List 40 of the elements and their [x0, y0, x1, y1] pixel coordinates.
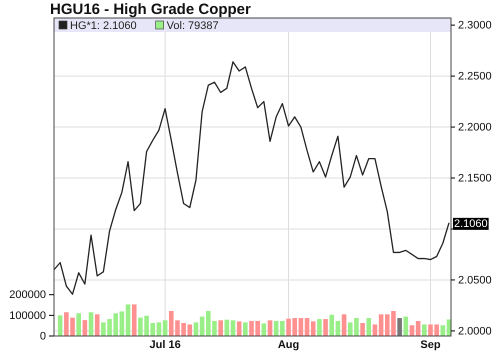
- y2-tick-label: 2.0000: [458, 325, 492, 338]
- x-tick-label: Sep: [420, 338, 441, 351]
- y-tick-label: 200000: [9, 289, 46, 302]
- legend-label: Vol: 79387: [166, 20, 219, 32]
- chart-title: HGU16 - High Grade Copper: [50, 1, 252, 18]
- y-tick-label: 0: [40, 330, 46, 343]
- bar: [126, 304, 130, 336]
- y2-tick-label: 2.3000: [458, 20, 492, 32]
- bar: [94, 314, 100, 336]
- bar: [138, 318, 143, 336]
- bar: [218, 320, 223, 336]
- bar: [323, 319, 328, 336]
- bar: [403, 316, 408, 336]
- bar: [243, 322, 248, 336]
- y2-tick-label: 2.2000: [458, 122, 492, 134]
- bar: [317, 319, 322, 336]
- bar: [360, 322, 365, 336]
- bar: [88, 312, 94, 336]
- bar: [366, 318, 372, 336]
- x-tick-label: Jul 16: [150, 338, 181, 351]
- x-tick-label: Aug: [278, 338, 300, 351]
- bar: [76, 313, 81, 336]
- bar: [268, 320, 272, 336]
- line-series: [53, 61, 450, 295]
- bar: [342, 314, 346, 336]
- bar: [58, 315, 62, 336]
- y2-tick-label: 2.0500: [458, 274, 492, 286]
- bar: [162, 320, 168, 336]
- bar: [82, 320, 88, 336]
- bar: [372, 324, 378, 336]
- bar: [397, 318, 402, 336]
- bar: [262, 323, 266, 336]
- bar: [132, 304, 137, 336]
- legend-label: HG*1: 2.1060: [70, 20, 137, 32]
- bar: [236, 321, 242, 336]
- y-tick-label: 100000: [9, 310, 46, 322]
- y2-tick-label: 2.1500: [458, 172, 492, 185]
- y2-tick-label: 2.2500: [458, 70, 492, 83]
- text: 2.1060: [454, 218, 488, 230]
- bar: [422, 324, 427, 336]
